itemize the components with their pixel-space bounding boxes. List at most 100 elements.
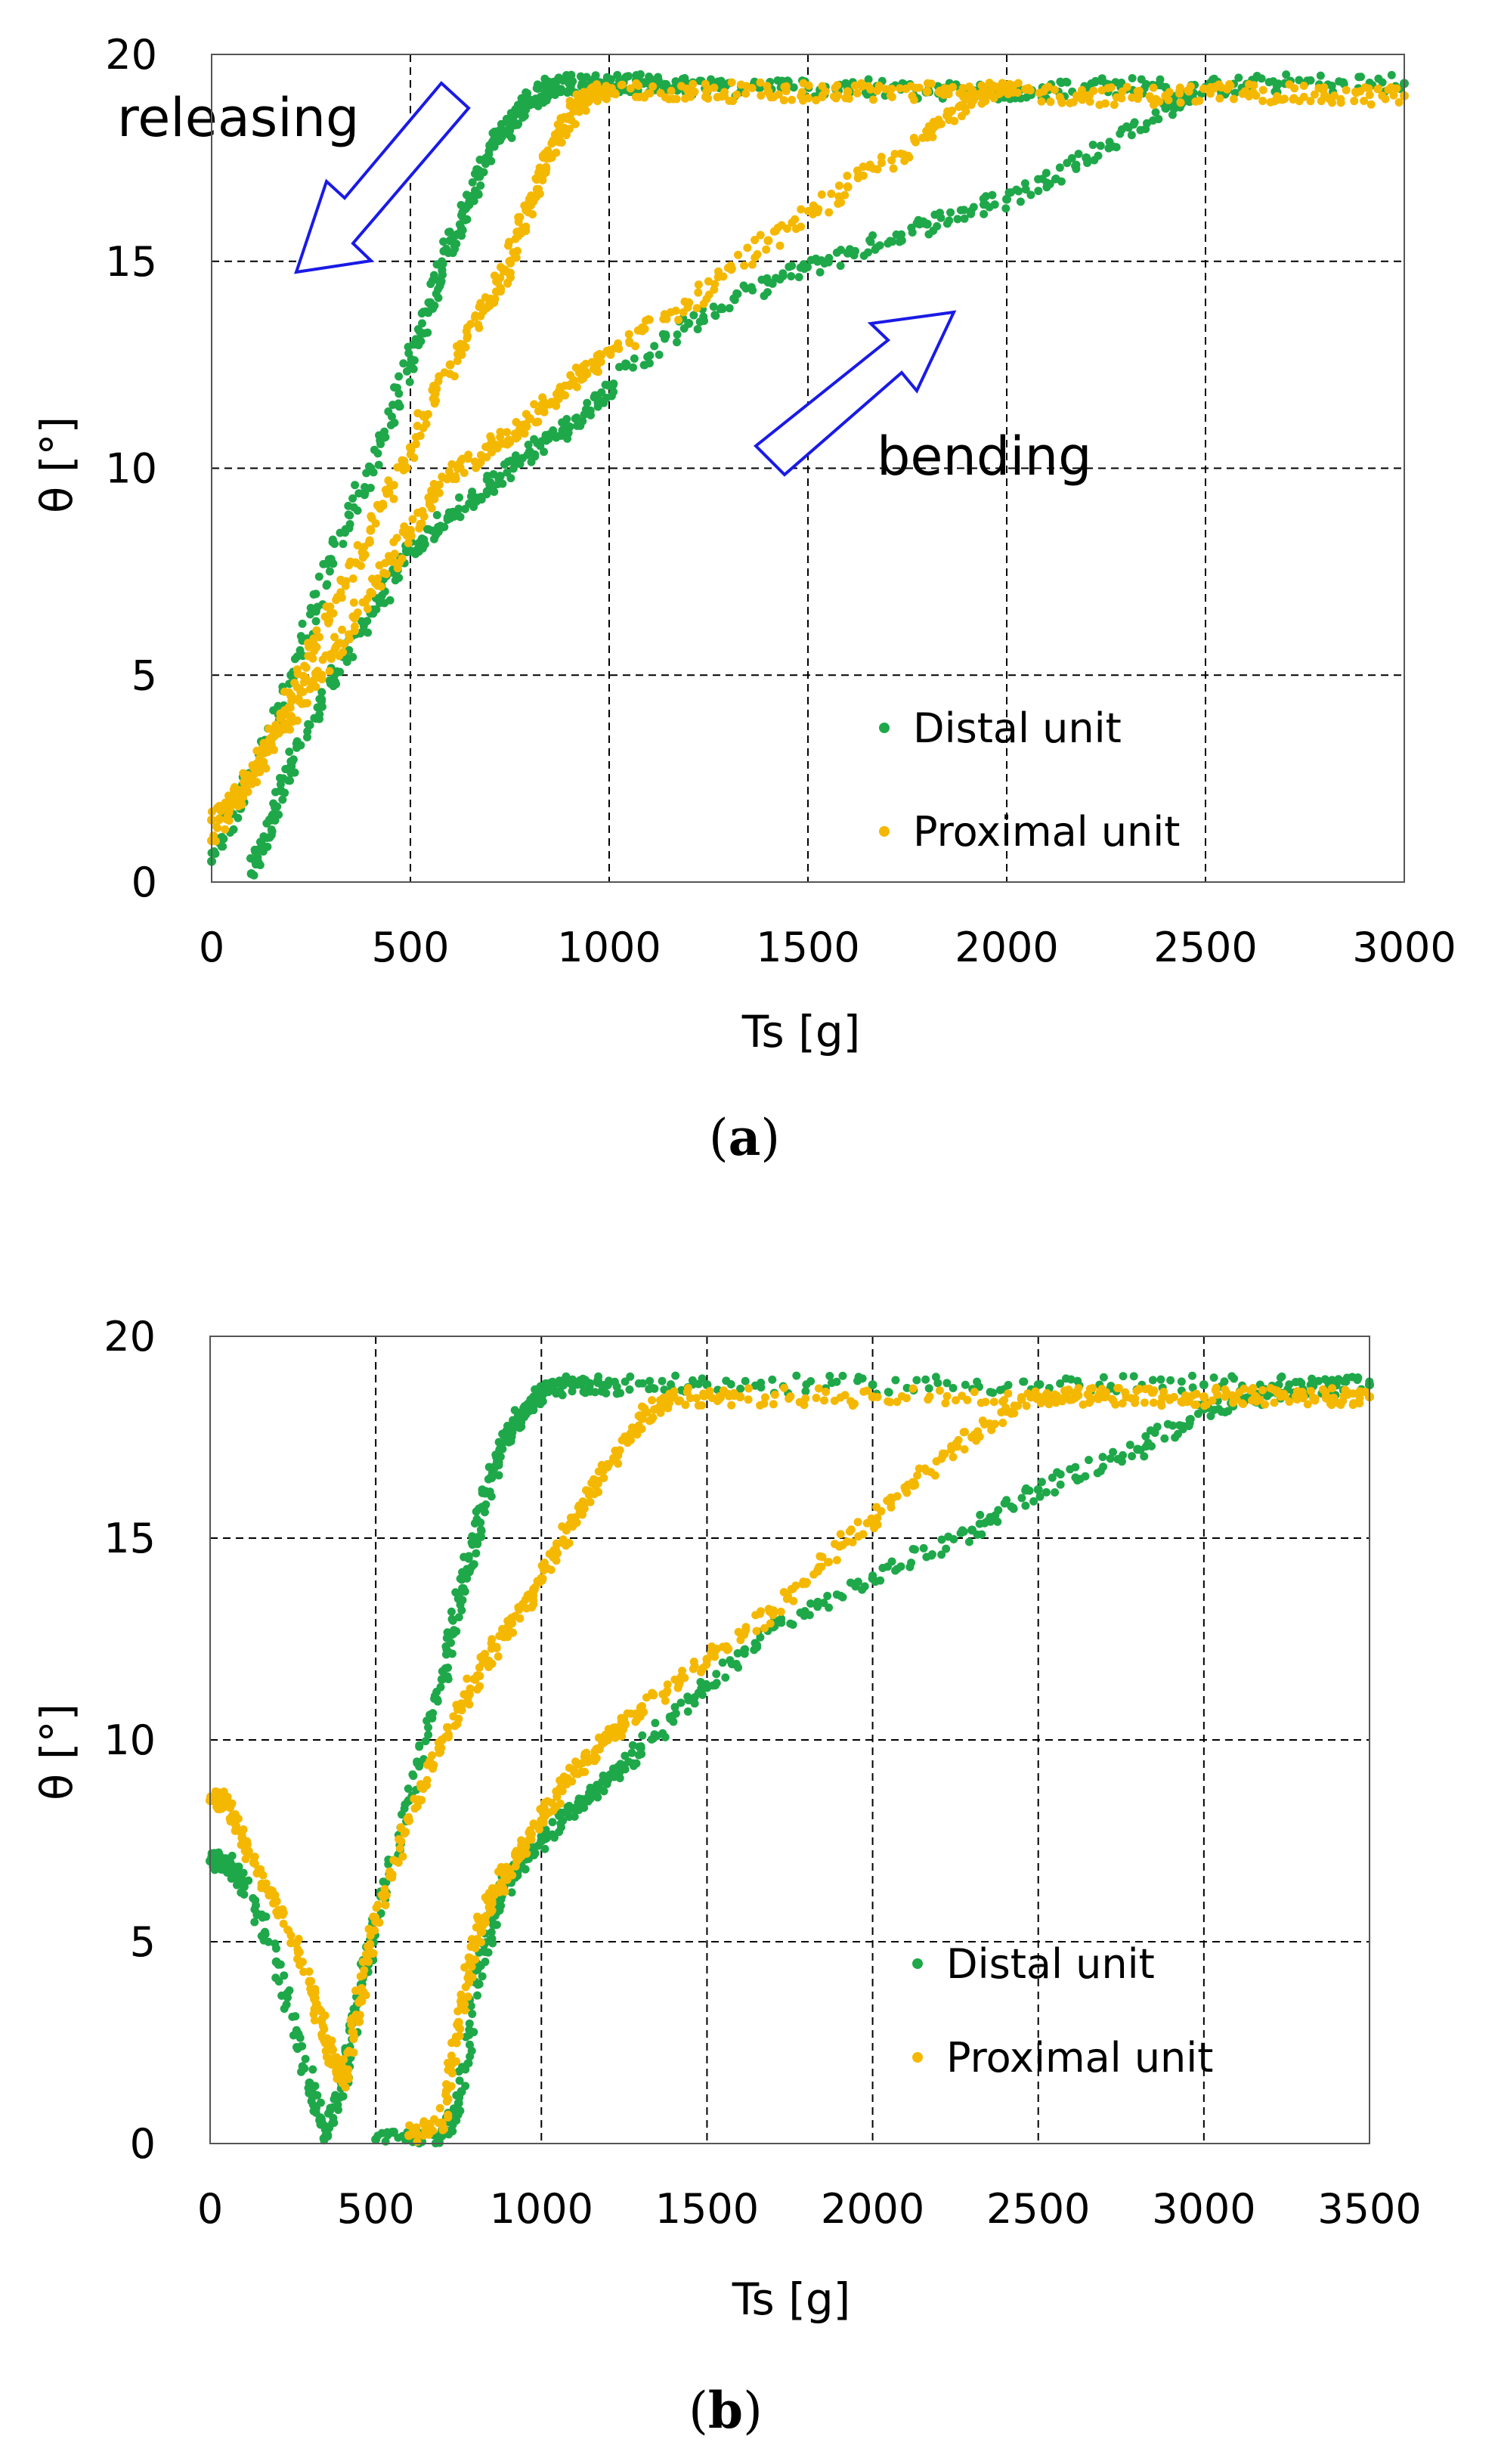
panel-b-point	[825, 1603, 834, 1612]
panel-a-point	[269, 728, 278, 737]
panel-a-point	[421, 307, 430, 316]
panel-b-point	[627, 1435, 636, 1444]
panel-b-point	[280, 1971, 289, 1980]
panel-a-point	[788, 262, 797, 271]
panel-b-point	[1141, 1432, 1150, 1441]
panel-a-point	[1013, 88, 1022, 98]
panel-a-point	[895, 237, 904, 246]
panel-b-point	[481, 1487, 490, 1496]
panel-a-point	[247, 779, 256, 788]
panel-b-point	[981, 1398, 990, 1407]
panel-b-point	[457, 1699, 466, 1708]
panel-b-point	[858, 1585, 867, 1594]
panel-a-point	[312, 642, 321, 652]
panel-b-point	[1085, 1456, 1094, 1465]
panel-a-point	[333, 667, 342, 676]
panel-b-point	[363, 1957, 372, 1966]
panel-a-point	[568, 102, 577, 111]
panel-a-point	[1357, 73, 1366, 82]
panel-b-point	[541, 1825, 550, 1834]
panel-b-y-axis-title: θ [°]	[31, 1704, 82, 1800]
panel-a-point	[390, 549, 399, 559]
panel-a-point	[472, 463, 481, 472]
panel-b-point	[1097, 1385, 1106, 1394]
panel-a-point	[527, 191, 536, 200]
panel-b-point	[1051, 1398, 1060, 1407]
panel-b-point	[665, 1398, 674, 1407]
panel-a-point	[1350, 97, 1359, 106]
panel-a-point	[434, 376, 443, 385]
panel-a-point	[427, 504, 436, 513]
panel-a-y-tick-15: 15	[105, 238, 157, 286]
panel-b-point	[1355, 1394, 1364, 1403]
panel-a-point	[964, 82, 973, 91]
panel-b-point	[846, 1525, 856, 1534]
panel-b-point	[298, 2062, 307, 2071]
panel-a-point	[896, 84, 905, 93]
panel-a-point	[1310, 90, 1319, 99]
panel-a-point	[699, 312, 708, 321]
panel-b-point	[451, 1588, 460, 1597]
panel-b-point	[277, 1991, 286, 2000]
panel-b-point	[812, 1394, 821, 1403]
panel-b-point	[823, 1592, 832, 1601]
panel-b-point	[682, 1388, 692, 1397]
panel-b-point	[908, 1384, 918, 1393]
panel-b-point	[500, 1887, 509, 1896]
panel-b-point	[413, 1757, 422, 1766]
panel-a-point	[1392, 84, 1401, 93]
panel-b-point	[366, 1925, 375, 1934]
panel-b-point	[648, 1396, 657, 1405]
panel-a-point	[246, 854, 255, 863]
panel-a-point	[586, 409, 595, 418]
panel-a-point	[673, 330, 682, 339]
panel-a-point	[1130, 118, 1139, 127]
panel-a-point	[300, 661, 309, 670]
panel-b-point	[600, 1388, 609, 1397]
panel-b-point	[884, 1388, 893, 1397]
panel-b-point	[339, 2064, 348, 2073]
panel-a-point	[496, 283, 505, 293]
panel-a-point	[1289, 94, 1298, 104]
panel-a-point	[710, 83, 719, 92]
panel-a-point	[1148, 116, 1157, 125]
panel-a-point	[353, 506, 362, 515]
panel-a-point	[1366, 100, 1376, 109]
panel-a-point	[1087, 79, 1096, 88]
panel-b-point	[850, 1399, 859, 1408]
panel-a-point	[330, 645, 339, 654]
panel-b-point	[712, 1679, 721, 1688]
panel-b-point	[299, 1967, 308, 1976]
panel-a-point	[556, 75, 565, 84]
panel-a-point	[936, 213, 946, 222]
panel-b-point	[1141, 1385, 1150, 1394]
panel-b-point	[467, 2046, 476, 2055]
panel-b-point	[539, 1809, 548, 1818]
panel-a-point	[1002, 87, 1011, 97]
panel-a-point	[515, 212, 525, 221]
panel-b-point	[395, 1844, 404, 1853]
panel-a-point	[727, 78, 736, 87]
panel-b-point	[423, 1723, 432, 1732]
panel-a-point	[1100, 99, 1110, 108]
panel-b-point	[1348, 1389, 1357, 1398]
panel-b-point	[556, 1799, 565, 1808]
panel-a-point	[274, 701, 283, 710]
panel-b-point	[648, 1413, 658, 1422]
panel-a-point	[330, 633, 339, 642]
panel-a-point	[417, 519, 426, 528]
panel-b-point	[638, 1414, 647, 1423]
panel-a-x-tick-500: 500	[371, 924, 449, 971]
panel-a-point	[374, 460, 383, 469]
panel-b-points	[206, 1371, 1374, 2148]
panel-a-point	[514, 231, 523, 240]
panel-b-point	[463, 1992, 472, 2001]
panel-a-point	[624, 330, 633, 339]
panel-b-point	[1320, 1375, 1329, 1384]
panel-a-point	[308, 654, 317, 663]
panel-b-point	[1098, 1453, 1107, 1462]
panel-a-point	[579, 374, 588, 383]
panel-a-point	[423, 328, 432, 337]
panel-a-point	[551, 432, 560, 441]
panel-b-point	[565, 1812, 574, 1822]
